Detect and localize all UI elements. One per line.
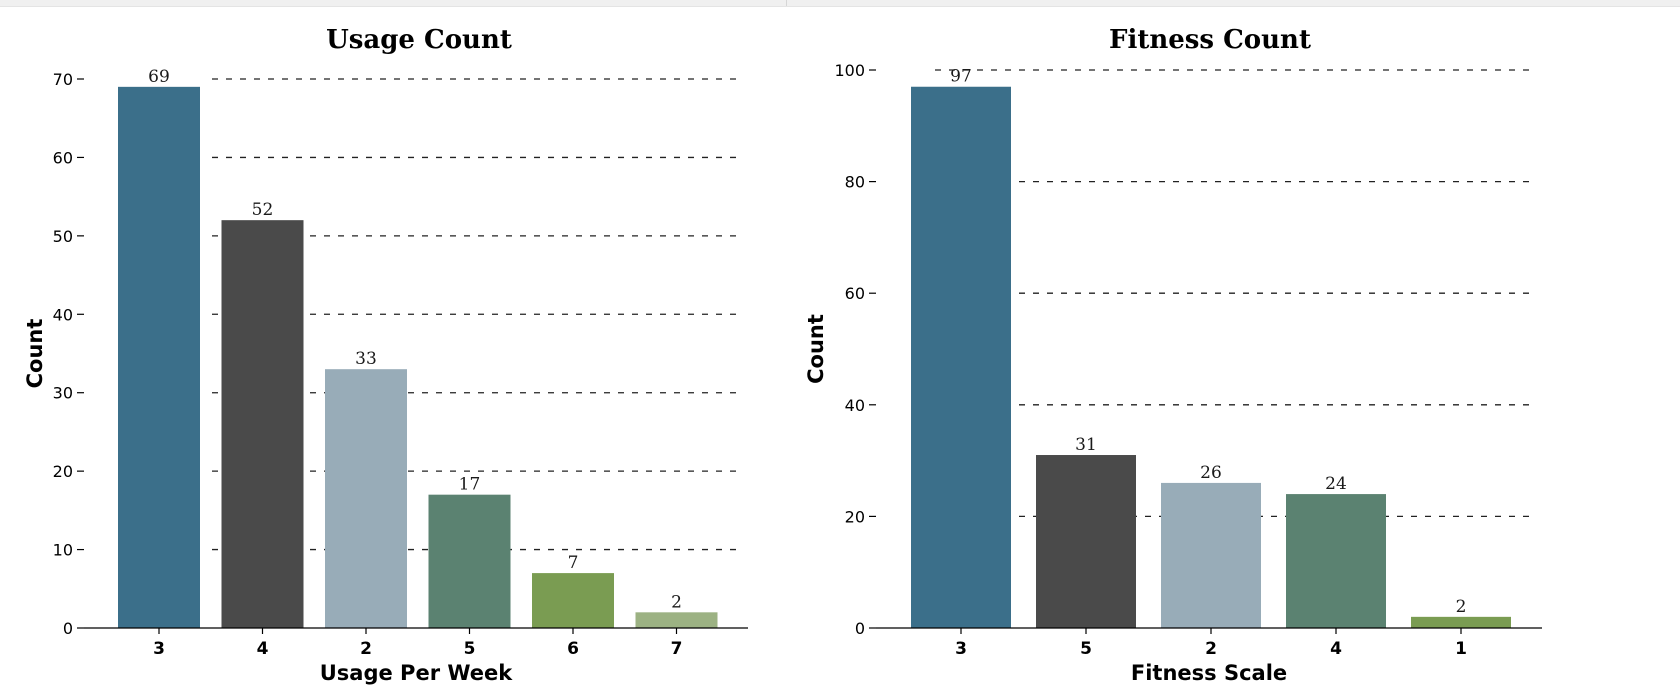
chart-title: Fitness Count — [1109, 25, 1311, 55]
y-tick-label: 60 — [53, 148, 73, 167]
bar — [325, 369, 407, 628]
bar — [1286, 494, 1386, 628]
x-tick-label: 4 — [1330, 639, 1342, 659]
x-tick-label: 3 — [153, 639, 165, 659]
x-axis-label: Usage Per Week — [320, 661, 514, 685]
x-tick-label: 2 — [360, 639, 372, 659]
y-tick-label: 20 — [845, 507, 865, 526]
bar-value-label: 52 — [252, 200, 274, 220]
y-tick-label: 100 — [834, 61, 865, 80]
bar — [911, 86, 1011, 629]
bar — [1161, 482, 1261, 628]
bar — [221, 220, 304, 628]
bar — [635, 612, 718, 628]
x-tick-label: 2 — [1205, 639, 1217, 659]
y-axis-label: Count — [23, 319, 47, 389]
panel-divider — [786, 0, 787, 6]
x-tick-label: 4 — [257, 639, 269, 659]
bar-value-label: 17 — [459, 475, 481, 495]
x-tick-label: 1 — [1455, 639, 1467, 659]
y-tick-label: 80 — [845, 173, 865, 192]
fitness-count-chart: 0 20 40 60 80 100 97 3 31 5 26 2 24 4 2 1 Fitness Count F… — [804, 25, 1542, 685]
x-tick-label: 6 — [567, 639, 579, 659]
bar-value-label: 33 — [355, 349, 377, 369]
y-tick-label: 0 — [63, 619, 73, 638]
y-tick-label: 50 — [53, 227, 73, 246]
bar — [1036, 455, 1136, 628]
chart-title: Usage Count — [326, 25, 512, 55]
x-tick-label: 5 — [464, 639, 476, 659]
bar — [118, 86, 200, 629]
x-tick-label: 5 — [1080, 639, 1092, 659]
x-tick-label: 7 — [671, 639, 683, 659]
bar-value-label: 24 — [1325, 474, 1347, 494]
bar-value-label: 97 — [950, 67, 972, 87]
usage-count-chart: 0 10 20 30 40 50 60 70 69 3 52 4 33 2 17 5 7 6 2 7 Usage Cou… — [23, 25, 748, 685]
y-tick-label: 40 — [845, 396, 865, 415]
bar — [428, 494, 511, 628]
bar-value-label: 69 — [148, 67, 170, 87]
y-tick-label: 20 — [53, 462, 73, 481]
y-tick-label: 0 — [855, 619, 865, 638]
y-axis-label: Count — [804, 314, 828, 384]
y-tick-label: 30 — [53, 384, 73, 403]
x-tick-label: 3 — [955, 639, 967, 659]
y-tick-label: 60 — [845, 284, 865, 303]
window-top-strip — [0, 0, 1680, 7]
x-axis-label: Fitness Scale — [1131, 661, 1287, 685]
bar-value-label: 2 — [671, 592, 682, 612]
bar-value-label: 2 — [1456, 597, 1467, 617]
bar-value-label: 26 — [1200, 463, 1222, 483]
y-tick-label: 70 — [53, 70, 73, 89]
bar — [1411, 616, 1511, 628]
y-tick-label: 40 — [53, 305, 73, 324]
y-tick-label: 10 — [53, 541, 73, 560]
bar-value-label: 7 — [568, 553, 579, 573]
bar-value-label: 31 — [1075, 435, 1097, 455]
bar — [532, 573, 614, 628]
